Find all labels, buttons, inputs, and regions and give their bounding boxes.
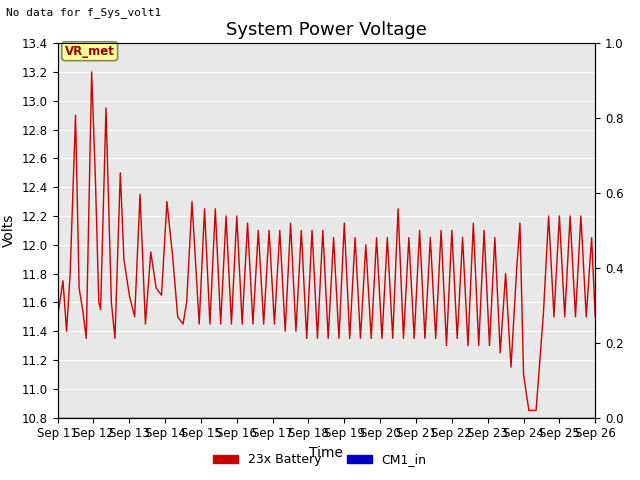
23x Battery xyxy=(319,231,327,237)
Text: VR_met: VR_met xyxy=(65,45,115,58)
23x Battery xyxy=(326,314,333,320)
23x Battery xyxy=(133,263,141,269)
Title: System Power Voltage: System Power Voltage xyxy=(226,21,427,39)
23x Battery xyxy=(525,408,532,413)
X-axis label: Time: Time xyxy=(309,446,344,460)
23x Battery xyxy=(250,305,258,311)
23x Battery xyxy=(506,334,513,340)
Y-axis label: Volts: Volts xyxy=(2,214,16,247)
23x Battery xyxy=(502,284,510,290)
Legend: 23x Battery, CM1_in: 23x Battery, CM1_in xyxy=(208,448,432,471)
Text: No data for f_Sys_volt1: No data for f_Sys_volt1 xyxy=(6,7,162,18)
23x Battery xyxy=(591,314,599,320)
23x Battery xyxy=(54,314,61,320)
23x Battery xyxy=(88,69,95,75)
Line: 23x Battery: 23x Battery xyxy=(58,72,595,410)
